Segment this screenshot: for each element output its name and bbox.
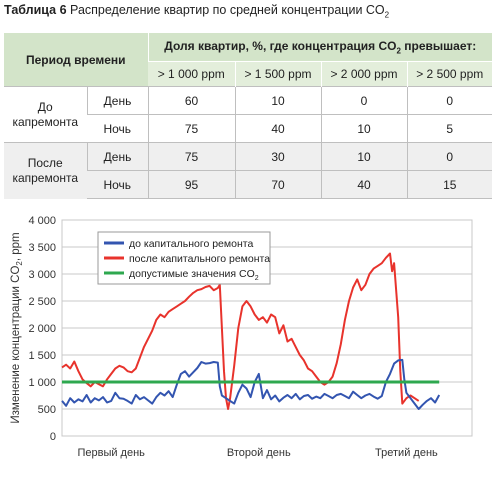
caption-number: Таблица 6 — [4, 3, 67, 17]
y-tick-label: 2 500 — [28, 296, 56, 308]
header-share: Доля квартир, %, где концентрация CO2 пр… — [147, 33, 493, 62]
value-cell: 15 — [406, 170, 493, 199]
header-period: Период времени — [4, 33, 148, 87]
caption-text: Распределение квартир по средней концент… — [70, 3, 385, 17]
value-cell: 40 — [234, 114, 321, 143]
value-cell: 10 — [320, 142, 407, 171]
y-tick-label: 3 000 — [28, 269, 56, 281]
value-cell: 70 — [234, 170, 321, 199]
y-tick-label: 1 000 — [28, 377, 56, 389]
x-tick-label: Первый день — [77, 447, 145, 459]
y-tick-label: 0 — [50, 431, 56, 443]
value-cell: 10 — [320, 114, 407, 143]
y-tick-label: 4 000 — [28, 215, 56, 227]
value-cell: 75 — [147, 142, 235, 171]
y-tick-label: 2 000 — [28, 323, 56, 335]
period-before: До капремонта — [4, 86, 87, 143]
threshold-2000: > 2 000 ppm — [320, 61, 407, 87]
co2-line-chart: 0 500 1 000 1 500 2 000 2 500 3 000 3 500 4 000 П… — [10, 215, 473, 459]
plot-frame — [61, 219, 473, 437]
time-cell: Ночь — [87, 114, 148, 143]
x-tick-label: Третий день — [375, 447, 438, 459]
value-cell: 30 — [234, 142, 321, 171]
value-cell: 0 — [320, 86, 407, 115]
x-tick-label: Второй день — [227, 447, 291, 459]
time-cell: День — [86, 142, 148, 171]
legend-label: допустимые значения CO2 — [129, 268, 259, 282]
legend-label: после капитального ремонта — [129, 253, 270, 265]
value-cell: 95 — [147, 170, 235, 199]
threshold-header-row: > 1 000 ppm > 1 500 ppm > 2 000 ppm > 2 … — [4, 61, 493, 87]
y-tick-label: 500 — [38, 404, 56, 416]
threshold-1000: > 1 000 ppm — [148, 61, 235, 87]
time-cell: День — [86, 86, 148, 115]
value-cell: 0 — [406, 86, 493, 115]
y-tick-label: 1 500 — [28, 350, 56, 362]
legend-box — [97, 231, 271, 285]
threshold-1500: > 1 500 ppm — [234, 61, 321, 87]
table-caption: Таблица 6 Распределение квартир по средн… — [4, 3, 389, 20]
caption-subscript: 2 — [384, 10, 390, 20]
value-cell: 10 — [234, 86, 321, 115]
value-cell: 5 — [406, 114, 493, 143]
y-axis-label: Изменение концентрации CO2, ppm — [10, 232, 24, 423]
value-cell: 75 — [147, 114, 235, 143]
co2-distribution-table: Период времени Доля квартир, %, где конц… — [4, 33, 493, 199]
legend-label: до капитального ремонта — [129, 238, 253, 250]
y-tick-label: 3 500 — [28, 242, 56, 254]
series-line-0 — [61, 358, 441, 410]
value-cell: 40 — [320, 170, 407, 199]
table-row: Ночь 95 70 40 15 — [4, 170, 493, 199]
period-after: После капремонта — [4, 142, 87, 199]
table-header-row: Период времени Доля квартир, %, где конц… — [4, 33, 493, 87]
time-cell: Ночь — [87, 170, 148, 199]
threshold-2500: > 2 500 ppm — [406, 61, 493, 87]
table-row: Ночь 75 40 10 5 — [4, 114, 493, 143]
table-row: После капремонта День 75 30 10 0 — [4, 142, 493, 199]
value-cell: 60 — [147, 86, 235, 115]
series-line-1 — [61, 252, 420, 410]
table-row: До капремонта День 60 10 0 0 — [4, 86, 493, 143]
value-cell: 0 — [406, 142, 493, 171]
